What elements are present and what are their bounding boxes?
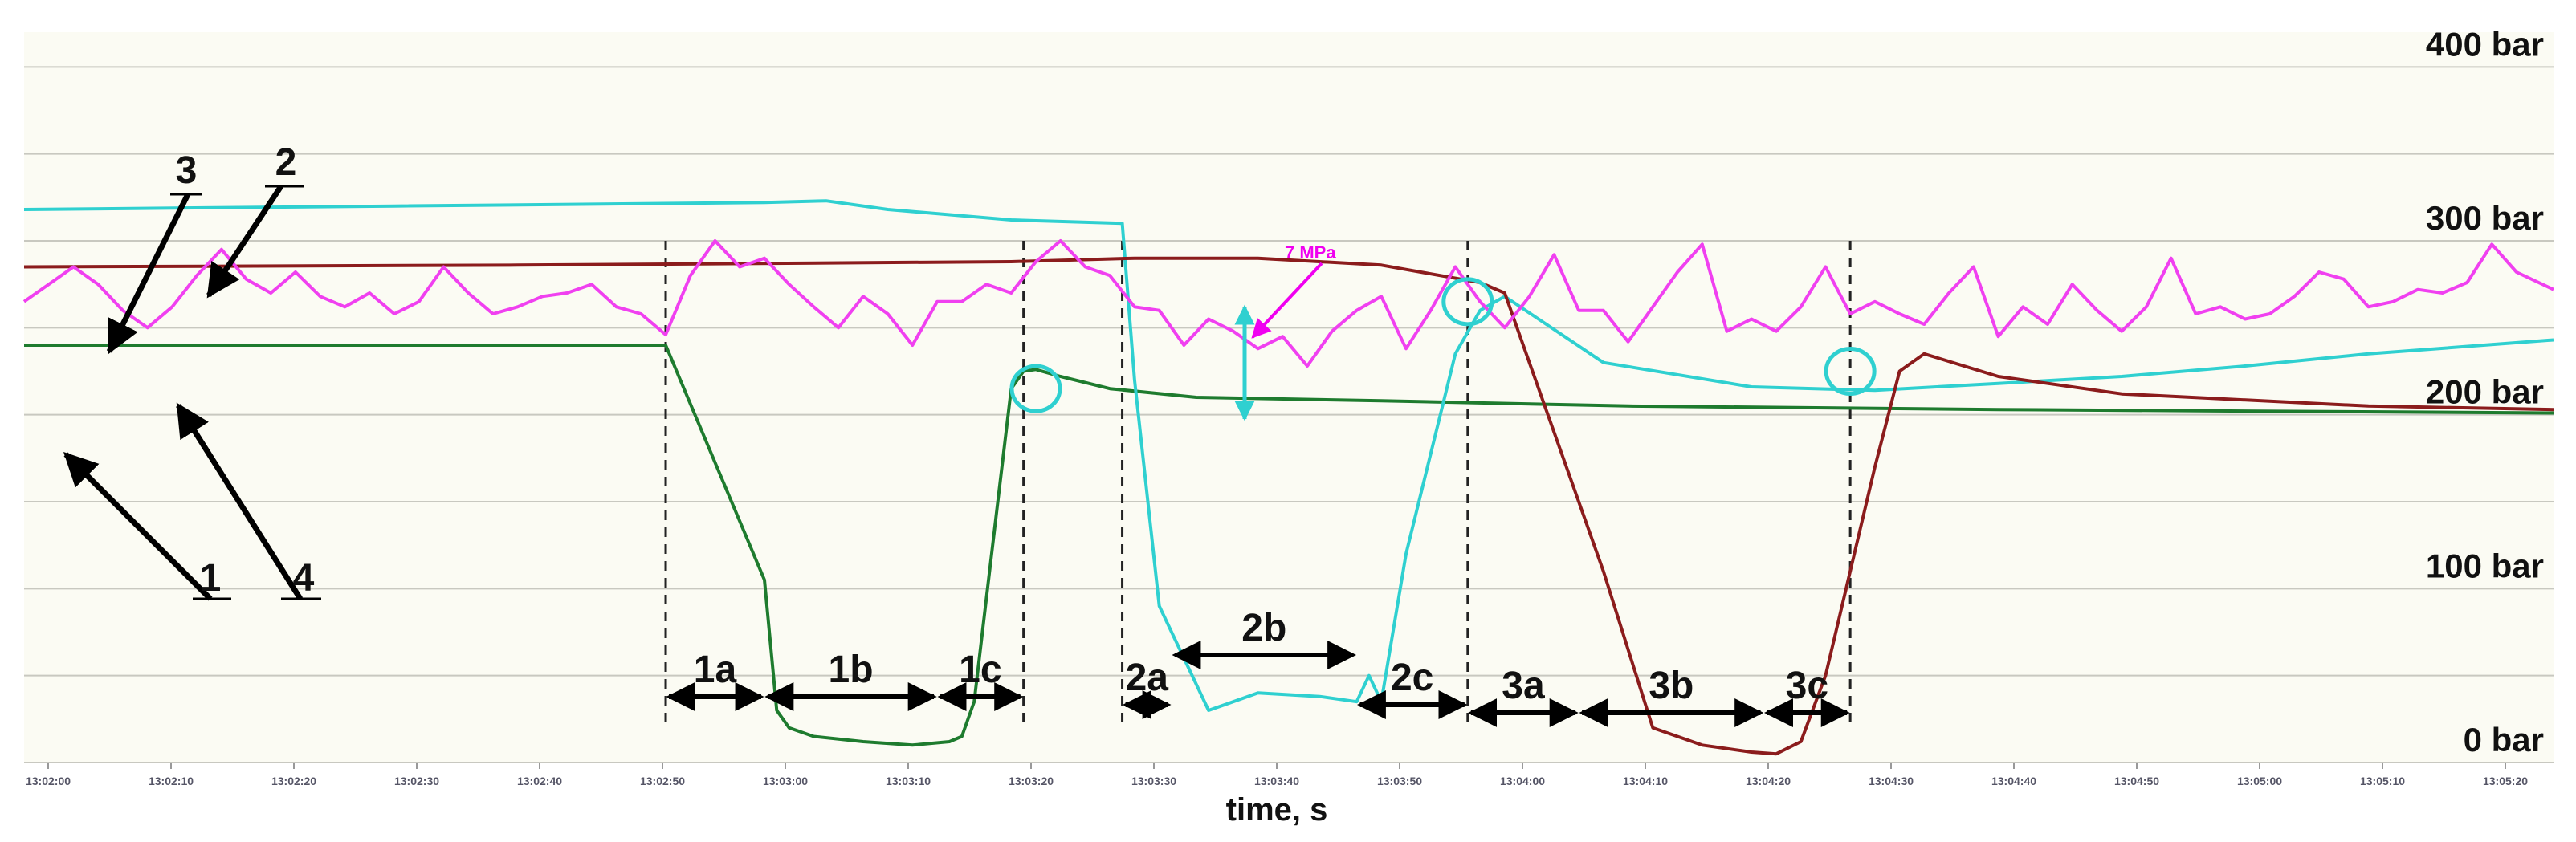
segment-label-2a: 2a [1126, 657, 1169, 699]
x-tick-label-3: 13:02:30 [394, 775, 439, 787]
x-tick-label-2: 13:02:20 [271, 775, 316, 787]
x-tick-label-9: 13:03:30 [1131, 775, 1176, 787]
series-line-3 [23, 256, 2554, 756]
x-tick-label-18: 13:05:00 [2237, 775, 2282, 787]
y-axis-ticks: 0 bar 100 bar 200 bar 300 bar 400 bar [2426, 25, 2544, 759]
x-axis-label: time, s [1226, 792, 1328, 828]
x-tick-label-10: 13:03:40 [1254, 775, 1299, 787]
callout-2: 2 [206, 141, 304, 299]
callout-1: 1 [63, 452, 231, 601]
marker-circle-0 [1009, 364, 1062, 413]
series-lines [22, 199, 2554, 756]
x-tick-label-16: 13:04:40 [1991, 775, 2036, 787]
x-tick-label-11: 13:03:50 [1377, 775, 1422, 787]
y-tick-label-0: 0 bar [2464, 721, 2544, 759]
y-tick-label-1: 100 bar [2426, 547, 2544, 584]
segment-label-1c: 1c [959, 649, 1001, 691]
marker-circle-1 [1441, 277, 1494, 327]
callout-4: 4 [176, 402, 321, 600]
pressure-note: 7 MPa [1234, 242, 1336, 421]
segment-label-1b: 1b [829, 649, 874, 691]
segment-label-3c: 3c [1786, 665, 1828, 707]
x-tick-label-12: 13:04:00 [1500, 775, 1545, 787]
segment-annotations: 1a 1b 1c 2a 2b 2c 3a 3b 3c [666, 607, 1850, 727]
x-tick-label-17: 13:04:50 [2114, 775, 2159, 787]
x-tick-label-4: 13:02:40 [517, 775, 562, 787]
callout-1-label: 1 [200, 557, 222, 600]
pressure-note-label: 7 MPa [1285, 242, 1336, 262]
x-tick-label-6: 13:03:00 [763, 775, 808, 787]
grid [24, 66, 2554, 763]
series-line-2 [23, 199, 2554, 712]
y-tick-label-3: 300 bar [2426, 199, 2544, 237]
x-axis-ticks: 13:02:00 13:02:10 13:02:20 13:02:30 13:02:40… [26, 763, 2528, 787]
x-tick-label-15: 13:04:30 [1869, 775, 1914, 787]
x-tick-label-5: 13:02:50 [640, 775, 685, 787]
x-tick-label-14: 13:04:20 [1746, 775, 1791, 787]
x-tick-label-8: 13:03:20 [1009, 775, 1054, 787]
y-tick-label-4: 400 bar [2426, 25, 2544, 63]
y-tick-label-2: 200 bar [2426, 373, 2544, 411]
segment-label-1a: 1a [694, 649, 737, 691]
series-line-1 [24, 344, 2554, 747]
segment-label-3a: 3a [1502, 665, 1545, 707]
x-tick-label-20: 13:05:20 [2483, 775, 2528, 787]
segment-label-2b: 2b [1241, 607, 1286, 649]
segment-label-2c: 2c [1391, 657, 1433, 699]
transition-markers [1009, 277, 1877, 413]
x-tick-label-0: 13:02:00 [26, 775, 71, 787]
series-line-4 [22, 239, 2554, 368]
callout-3: 3 [106, 149, 202, 355]
callout-2-label: 2 [275, 141, 297, 184]
segment-label-3b: 3b [1649, 665, 1694, 707]
segment-boundaries [664, 241, 1852, 722]
callout-3-label: 3 [176, 149, 198, 192]
x-tick-label-13: 13:04:10 [1623, 775, 1668, 787]
callout-4-label: 4 [293, 557, 315, 600]
x-tick-label-19: 13:05:10 [2360, 775, 2405, 787]
marker-circle-2 [1824, 347, 1877, 396]
x-tick-label-1: 13:02:10 [149, 775, 194, 787]
x-tick-label-7: 13:03:10 [886, 775, 931, 787]
